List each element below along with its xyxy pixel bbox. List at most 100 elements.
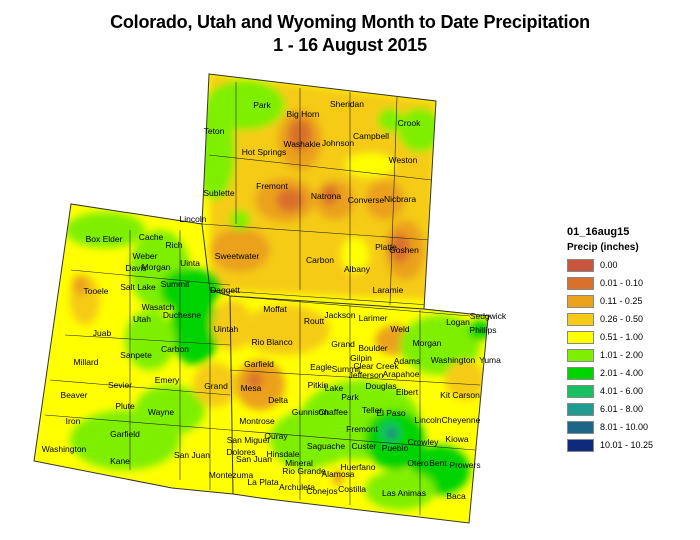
legend-item: 6.01 - 8.00 xyxy=(567,400,653,418)
legend-swatch xyxy=(567,348,594,362)
county-label: Weston xyxy=(389,155,418,165)
county-label: Plute xyxy=(115,401,135,411)
county-label: Fremont xyxy=(346,424,378,434)
county-label: Montrose xyxy=(239,416,275,426)
county-label: Bent xyxy=(429,458,447,468)
county-label: Morgan xyxy=(142,262,171,272)
county-label: Davis xyxy=(125,263,146,273)
county-label: Washakie xyxy=(283,139,320,149)
county-label: Moffat xyxy=(263,304,287,314)
county-label: Sevier xyxy=(108,380,132,390)
legend-label: 4.01 - 6.00 xyxy=(600,386,644,396)
county-label: Washington xyxy=(431,355,476,365)
county-label: Garfield xyxy=(244,359,274,369)
county-label: Grand xyxy=(331,339,355,349)
county-label: Alamosa xyxy=(321,469,354,479)
legend-item: 8.01 - 10.00 xyxy=(567,418,653,436)
legend-swatch xyxy=(567,438,594,452)
county-label: San Juan xyxy=(174,450,210,460)
county-label: Costilla xyxy=(338,484,366,494)
legend-label: 0.00 xyxy=(600,260,618,270)
county-label: Grand xyxy=(204,381,228,391)
county-label: Big Horn xyxy=(286,109,319,119)
legend-label: 0.11 - 0.25 xyxy=(600,296,643,306)
legend-label: 6.01 - 8.00 xyxy=(600,404,644,414)
county-label: Natrona xyxy=(311,191,342,201)
county-label: Teller xyxy=(362,405,382,415)
county-label: Mineral xyxy=(285,458,313,468)
county-label: Rio Grande xyxy=(282,466,326,476)
county-label: Duchesne xyxy=(163,310,202,320)
county-label: Tooele xyxy=(83,286,108,296)
county-label: Wasatch xyxy=(142,302,175,312)
county-label: Las Animas xyxy=(382,488,426,498)
legend-swatch xyxy=(567,420,594,434)
county-label: Eagle xyxy=(310,362,332,372)
legend-item: 2.01 - 4.00 xyxy=(567,364,653,382)
county-label: Iron xyxy=(66,416,81,426)
legend-item: 10.01 - 10.25 xyxy=(567,436,653,454)
legend-label: 8.01 - 10.00 xyxy=(600,422,649,432)
legend-label: 2.01 - 4.00 xyxy=(600,368,644,378)
county-label: Conejos xyxy=(306,486,337,496)
state-boundaries xyxy=(33,73,492,524)
county-label: Laramie xyxy=(373,285,404,295)
county-label: Emery xyxy=(155,375,180,385)
county-label: Boulder xyxy=(358,343,387,353)
legend-swatch xyxy=(567,312,594,326)
county-label: Ouray xyxy=(264,431,288,441)
county-label: Lincoln xyxy=(180,214,207,224)
legend-label: 0.01 - 0.10 xyxy=(600,278,644,288)
county-label: Park xyxy=(341,392,359,402)
county-label: Beaver xyxy=(61,390,88,400)
county-labels: Park Sheridan Big Horn Crook Teton Campbell Wa… xyxy=(42,99,507,501)
county-label: Juab xyxy=(93,328,112,338)
map-title: Colorado, Utah and Wyoming Month to Date… xyxy=(110,12,590,32)
legend-field-label: Precip (inches) xyxy=(567,242,639,253)
county-label: Sedgwick xyxy=(470,311,507,321)
county-label: Lincoln xyxy=(415,415,442,425)
county-label: Clear Creek xyxy=(353,361,399,371)
legend-item: 4.01 - 6.00 xyxy=(567,382,653,400)
legend-swatch xyxy=(567,276,594,290)
county-label: Arapahoe xyxy=(383,369,420,379)
county-label: Morgan xyxy=(413,338,442,348)
county-label: Douglas xyxy=(365,381,396,391)
county-label: Jefferson xyxy=(349,370,384,380)
county-label: Montezuma xyxy=(209,470,254,480)
county-label: Archuleta xyxy=(279,482,315,492)
county-label: Mesa xyxy=(241,383,262,393)
county-label: Saguache xyxy=(307,441,346,451)
county-label: Box Elder xyxy=(86,234,123,244)
county-label: Uintah xyxy=(214,324,239,334)
legend-item: 0.11 - 0.25 xyxy=(567,292,653,310)
county-label: Albany xyxy=(344,264,371,274)
legend-swatch xyxy=(567,258,594,272)
map-subtitle: 1 - 16 August 2015 xyxy=(273,35,427,55)
county-label: Crook xyxy=(398,118,421,128)
county-label: Dolores xyxy=(226,447,255,457)
legend-item: 0.26 - 0.50 xyxy=(567,310,653,328)
legend-label: 1.01 - 2.00 xyxy=(600,350,644,360)
county-label: Adams xyxy=(394,356,420,366)
county-label: Platte xyxy=(375,242,397,252)
county-label: Rich xyxy=(165,240,182,250)
county-label: Logan xyxy=(446,317,470,327)
county-label: Sweetwater xyxy=(215,251,260,261)
legend-item: 0.01 - 0.10 xyxy=(567,274,653,292)
legend-swatch xyxy=(567,294,594,308)
county-label: Garfield xyxy=(110,429,140,439)
legend-swatch xyxy=(567,384,594,398)
county-label: Sheridan xyxy=(330,99,364,109)
county-label: Pueblo xyxy=(382,443,409,453)
county-label: Weber xyxy=(133,251,158,261)
county-label: Otero xyxy=(407,458,429,468)
county-label: Nicbrara xyxy=(384,194,416,204)
county-label: Routt xyxy=(304,316,325,326)
county-label: Yuma xyxy=(479,355,501,365)
county-label: San Miguel xyxy=(227,435,270,445)
county-label: Salt Lake xyxy=(120,282,156,292)
county-label: Carbon xyxy=(161,344,189,354)
county-label: Larimer xyxy=(359,313,388,323)
county-label: Fremont xyxy=(256,181,288,191)
